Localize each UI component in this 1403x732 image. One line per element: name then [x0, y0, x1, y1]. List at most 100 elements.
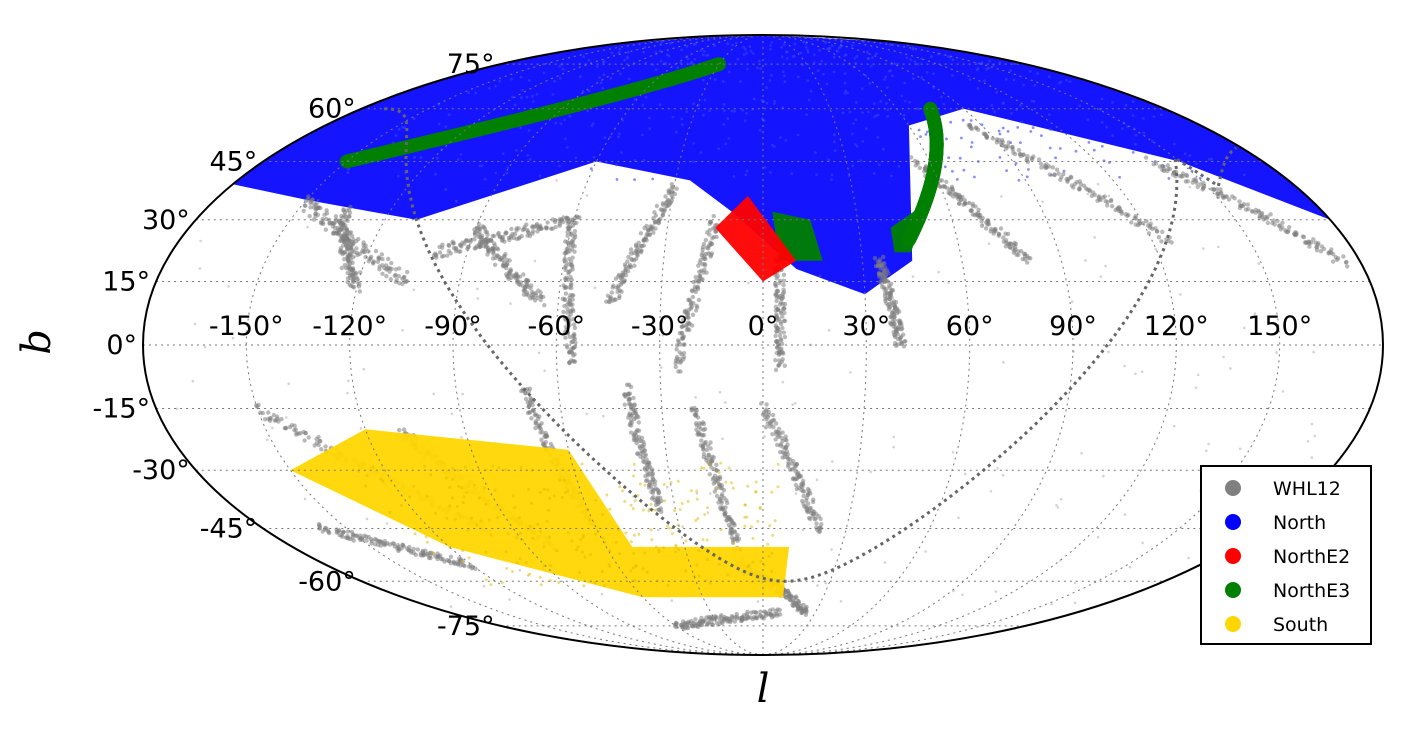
north-point: [1121, 127, 1124, 130]
whl12-point: [1312, 350, 1315, 354]
north-point: [413, 155, 416, 159]
whl12-point: [985, 221, 991, 226]
whl12-point: [780, 357, 785, 362]
north-point: [902, 114, 906, 117]
whl12-point: [667, 189, 672, 194]
whl12-point: [538, 290, 543, 295]
whl12-point: [1310, 422, 1314, 426]
whl12-point: [628, 251, 631, 254]
whl12-point: [951, 451, 955, 454]
north-point: [739, 80, 742, 83]
north-point: [783, 80, 787, 84]
south-point: [715, 486, 719, 490]
south-point: [706, 506, 709, 510]
south-point: [645, 570, 649, 574]
north-point: [538, 174, 542, 178]
north-point: [759, 67, 763, 70]
whl12-point: [785, 455, 790, 460]
legend-label: NorthE2: [1273, 546, 1350, 568]
whl12-point: [779, 321, 784, 327]
north-point: [731, 43, 734, 47]
whl12-point: [957, 201, 962, 206]
north-point: [1118, 175, 1121, 179]
data-points-layer: [175, 35, 1350, 631]
whl12-point: [782, 363, 787, 368]
whl12-point: [338, 228, 343, 233]
whl12-point: [1050, 165, 1056, 170]
whl12-point: [450, 239, 455, 244]
north-point: [1033, 83, 1037, 87]
south-point: [448, 504, 452, 508]
north-point: [917, 128, 921, 132]
north-point: [692, 160, 695, 164]
north-point: [602, 60, 605, 64]
y-tick-label: 0°: [106, 330, 137, 361]
whl12-point: [524, 277, 529, 283]
south-point: [547, 508, 551, 512]
south-point: [496, 516, 500, 520]
whl12-point: [1056, 171, 1061, 176]
north-point: [867, 57, 871, 60]
south-point: [666, 524, 670, 528]
y-tick-label: -15°: [92, 394, 150, 425]
whl12-point: [682, 309, 687, 315]
whl12-point: [362, 367, 366, 371]
whl12-point: [564, 260, 569, 265]
whl12-point: [810, 499, 816, 505]
south-point: [546, 488, 550, 492]
south-point: [513, 506, 517, 510]
north-point: [641, 133, 644, 137]
whl12-point: [794, 402, 797, 405]
whl12-point: [1102, 194, 1108, 199]
whl12-point: [499, 238, 505, 243]
whl12-point: [604, 299, 609, 304]
whl12-point: [1080, 452, 1083, 455]
whl12-point: [656, 491, 661, 496]
north-point: [459, 153, 463, 156]
whl12-point: [781, 278, 787, 283]
north-point: [814, 151, 817, 155]
whl12-point: [572, 359, 577, 364]
south-point: [654, 545, 658, 549]
whl12-point: [227, 285, 230, 288]
whl12-point: [791, 403, 794, 406]
whl12-point: [265, 438, 269, 442]
whl12-point: [780, 325, 785, 331]
whl12-point: [287, 382, 291, 386]
south-point: [529, 501, 533, 505]
north-point: [871, 56, 874, 60]
north-point: [920, 76, 924, 80]
whl12-point: [333, 214, 339, 219]
north-point: [658, 49, 662, 53]
south-point: [724, 480, 728, 484]
whl12-point: [1058, 177, 1063, 182]
north-point: [1009, 69, 1012, 73]
north-point: [1040, 134, 1043, 138]
south-point: [766, 542, 770, 546]
north-point: [900, 94, 904, 98]
south-point: [548, 496, 552, 500]
north-point: [851, 44, 854, 47]
north-point: [861, 111, 864, 114]
south-point: [708, 581, 712, 585]
whl12-point: [569, 340, 574, 345]
whl12-point: [721, 437, 724, 441]
north-point: [578, 75, 582, 79]
whl12-point: [359, 427, 363, 430]
whl12-point: [626, 398, 631, 403]
north-point: [997, 129, 1001, 133]
south-point: [542, 545, 546, 548]
whl12-point: [709, 492, 712, 495]
whl12-point: [316, 205, 321, 211]
whl12-point: [492, 241, 497, 246]
south-point: [773, 519, 777, 523]
north-point: [1014, 162, 1018, 165]
south-point: [638, 482, 642, 486]
whl12-point: [1126, 212, 1131, 218]
north-point: [828, 47, 831, 51]
whl12-point: [996, 233, 1001, 238]
north-point: [1027, 168, 1030, 171]
whl12-point: [869, 470, 873, 474]
north-point: [818, 48, 822, 52]
whl12-point: [1275, 351, 1278, 354]
